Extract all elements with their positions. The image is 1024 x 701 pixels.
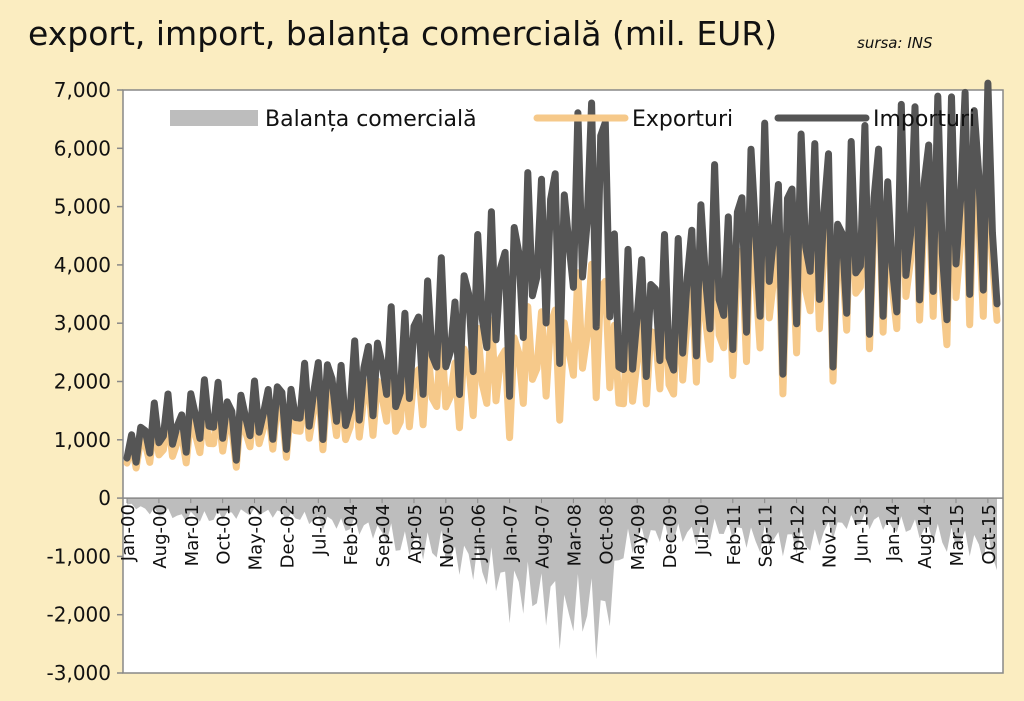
x-tick-label: Apr-05 — [405, 504, 426, 563]
x-tick-label: Sep-11 — [756, 504, 777, 567]
y-tick-label: 0 — [98, 486, 111, 510]
x-tick-label: Feb-11 — [724, 504, 745, 565]
chart-title: export, import, balanța comercială (mil.… — [28, 14, 778, 53]
legend-label: Balanța comercială — [265, 107, 477, 132]
x-tick-label: Jun-06 — [469, 504, 490, 563]
x-tick-label: Jan-07 — [501, 504, 522, 562]
x-tick-label: Nov-05 — [437, 504, 458, 568]
x-tick-label: May-02 — [246, 504, 267, 570]
x-tick-label: Oct-15 — [979, 504, 1000, 565]
y-tick-label: -2,000 — [47, 603, 111, 627]
y-tick-label: -1,000 — [47, 544, 111, 568]
x-tick-label: Dec-09 — [660, 504, 681, 568]
y-tick-label: 4,000 — [54, 253, 111, 277]
legend-label: Importuri — [873, 107, 975, 132]
x-tick-label: Jan-14 — [883, 504, 904, 562]
x-tick-label: Jun-13 — [851, 504, 872, 563]
x-tick-label: Apr-12 — [788, 504, 809, 563]
x-tick-label: Mar-01 — [182, 504, 203, 566]
y-tick-label: 5,000 — [54, 195, 111, 219]
series-importuri-line — [123, 79, 1001, 466]
chart-source: sursa: INS — [857, 34, 933, 52]
y-tick-label: 6,000 — [54, 136, 111, 160]
x-tick-label: Jan-00 — [118, 504, 139, 562]
x-tick-label: Oct-01 — [214, 504, 235, 565]
x-tick-label: Mar-15 — [947, 504, 968, 566]
x-tick-label: Jul-10 — [692, 504, 713, 556]
x-tick-label: May-09 — [628, 504, 649, 570]
y-tick-label: 1,000 — [54, 428, 111, 452]
x-tick-label: Aug-00 — [150, 504, 171, 569]
y-tick-label: 7,000 — [54, 78, 111, 102]
y-tick-label: 3,000 — [54, 311, 111, 335]
y-tick-label: -3,000 — [47, 661, 111, 685]
y-tick-label: 2,000 — [54, 370, 111, 394]
x-tick-label: Oct-08 — [596, 504, 617, 565]
x-tick-label: Sep-04 — [373, 504, 394, 567]
x-tick-label: Aug-14 — [915, 504, 936, 569]
x-tick-label: Feb-04 — [341, 504, 362, 565]
x-tick-label: Dec-02 — [277, 504, 298, 568]
series-balanta-comerciala-area — [127, 498, 997, 660]
x-tick-label: Mar-08 — [564, 504, 585, 566]
x-tick-label: Nov-12 — [820, 504, 841, 568]
legend-label: Exporturi — [632, 107, 733, 132]
x-tick-label: Jul-03 — [309, 504, 330, 556]
x-tick-label: Aug-07 — [533, 504, 554, 569]
legend-swatch-balanta — [170, 110, 258, 126]
